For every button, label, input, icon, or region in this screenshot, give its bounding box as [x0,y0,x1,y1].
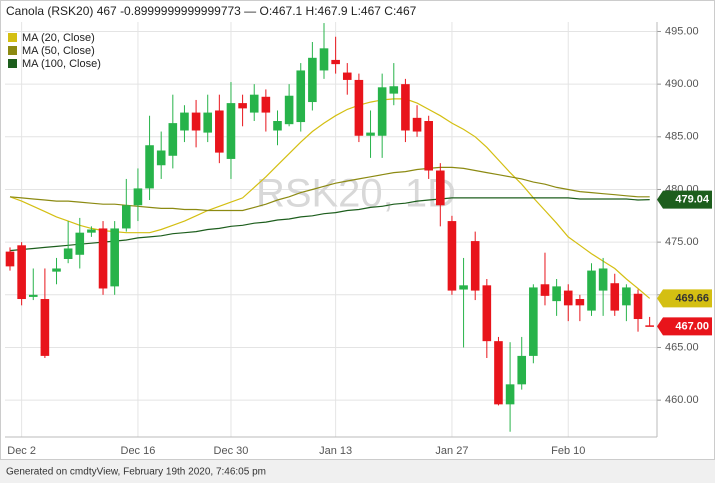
y-tick-label: 495.00 [665,25,699,37]
candle-body [110,228,119,287]
legend-swatch [8,59,17,68]
candle-body [296,70,306,123]
watermark: RSK20, 1D [256,172,456,216]
candle-body [203,112,213,133]
candle-body [610,283,620,311]
x-tick-label: Dec 30 [214,445,249,457]
candle-body [52,268,61,272]
legend: MA (20, Close)MA (50, Close)MA (100, Clo… [8,32,101,70]
candle-body [389,86,399,94]
candle-body [319,48,329,71]
last-value-tag [657,190,712,209]
last-value-label: 479.04 [675,193,710,205]
candle-body [598,268,608,291]
candle-body [342,72,352,80]
candle-body [482,285,492,342]
candle-body [424,121,433,171]
candle-body [633,293,643,320]
candle-body [156,150,166,166]
candle-body [168,123,178,156]
candle-body [215,110,224,153]
candle-body [133,188,143,206]
candle-body [436,170,445,206]
candle-body [273,121,282,131]
candle-body [366,132,375,136]
x-tick-label: Jan 27 [435,445,468,457]
candle-body [412,117,422,132]
candle-body [377,87,387,136]
last-value-tag [657,289,712,308]
legend-swatch [8,46,17,55]
candle-body [238,103,247,109]
candle-body [645,325,654,327]
last-value-label: 467.00 [675,320,709,332]
x-tick-label: Feb 10 [551,445,585,457]
candle-body [261,96,271,113]
candle-body [517,355,527,385]
candle-body [17,245,26,300]
candle-body [575,299,585,306]
legend-label: MA (50, Close) [22,45,95,57]
chart-title: Canola (RSK20) 467 -0.8999999999999773 —… [6,4,417,18]
x-tick-label: Dec 2 [7,445,36,457]
candle-body [98,228,108,289]
y-tick-label: 485.00 [665,131,699,143]
candle-body [401,84,410,131]
candle-body [249,94,259,113]
last-value-label: 469.66 [675,292,709,304]
candle-body [563,290,573,306]
candle-body [226,103,236,159]
footer-bar [0,460,715,483]
ma-line [9,166,650,212]
y-tick-label: 465.00 [665,341,699,353]
candle-body [331,59,340,65]
x-tick-label: Jan 13 [319,445,352,457]
y-tick-label: 490.00 [665,78,699,90]
candle-body [180,112,189,131]
candle-body [587,270,596,311]
y-tick-label: 460.00 [665,394,699,406]
candle-body [122,205,131,229]
candle-body [459,285,468,290]
candle-body [447,221,457,291]
candle-body [28,294,38,297]
candle-body [87,229,96,233]
candle-body [145,145,154,189]
candle-body [63,248,73,259]
candle-body [622,287,631,306]
candle-body [284,95,294,125]
candle-body [75,232,85,255]
grid [5,22,657,437]
candle-body [552,286,561,302]
candle-body [494,341,503,405]
legend-label: MA (100, Close) [22,58,101,70]
candle-body [505,384,515,405]
candle-body [529,287,538,356]
candle-body [40,299,50,356]
footer: Generated on cmdtyView, February 19th 20… [6,467,266,478]
candle-body [191,112,201,131]
last-value-tag [657,317,712,336]
legend-swatch [8,33,17,42]
candle-body [540,284,550,296]
x-tick-label: Dec 16 [121,445,156,457]
candle-body [470,241,480,291]
y-tick-label: 475.00 [665,236,699,248]
candle-body [308,57,317,103]
candle-body [354,79,364,136]
candle-body [5,251,15,267]
legend-label: MA (20, Close) [22,32,95,44]
